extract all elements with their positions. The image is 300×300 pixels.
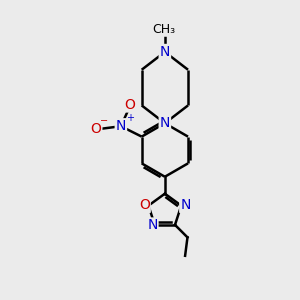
Text: O: O	[124, 98, 135, 112]
Text: N: N	[180, 198, 190, 212]
Text: N: N	[160, 45, 170, 59]
Text: +: +	[126, 113, 134, 124]
Text: N: N	[160, 116, 170, 130]
Text: O: O	[139, 198, 150, 212]
Text: −: −	[100, 116, 108, 126]
Text: O: O	[91, 122, 101, 136]
Text: N: N	[147, 218, 158, 233]
Text: N: N	[116, 119, 126, 133]
Text: CH₃: CH₃	[152, 22, 175, 35]
